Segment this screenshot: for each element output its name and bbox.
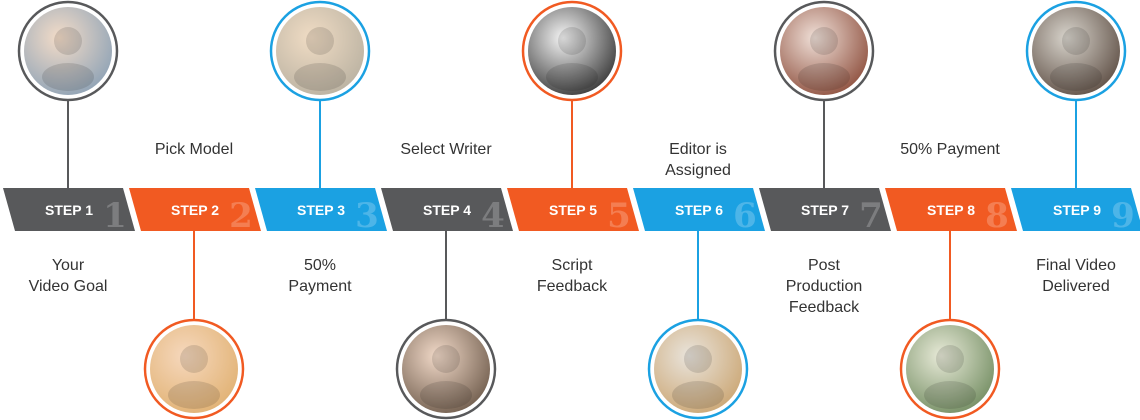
step-9-numeral: 9 (1111, 196, 1135, 236)
step-2-caption: Pick Model (109, 139, 279, 160)
step-8-caption: 50% Payment (865, 139, 1035, 160)
step-5-clapperboard-photo (521, 0, 623, 102)
step-4-label: STEP 4 (423, 202, 471, 218)
step-1-numeral: 1 (103, 196, 127, 236)
step-1-segment (3, 188, 135, 231)
step-6-label: STEP 6 (675, 202, 723, 218)
step-5-numeral: 5 (607, 196, 631, 236)
step-8-numeral: 8 (985, 196, 1009, 236)
step-5-label: STEP 5 (549, 202, 597, 218)
step-6-numeral: 6 (733, 196, 757, 236)
step-7-segment (759, 188, 891, 231)
step-7-numeral: 7 (859, 196, 883, 236)
step-1-caption-line: Video Goal (28, 278, 108, 295)
step-7-caption-line: Post (807, 257, 840, 274)
step-3-caption-line: 50% (303, 257, 337, 274)
step-8-caption-line: 50% Payment (900, 141, 1000, 158)
step-4-numeral: 4 (481, 196, 505, 236)
step-9-segment (1011, 188, 1140, 231)
step-3-caption: 50% Payment (235, 255, 405, 297)
step-3-numeral: 3 (355, 196, 379, 236)
step-4-woman-writer-photo (395, 318, 497, 420)
step-7-caption-line: Production (785, 278, 863, 295)
step-6-caption: Editor is Assigned (613, 139, 783, 181)
step-6-editor-photo (647, 318, 749, 420)
step-2-caption-line: Pick Model (154, 141, 234, 158)
step-2-woman-model-photo (143, 318, 245, 420)
step-1-caption: Your Video Goal (0, 255, 153, 297)
step-7-couple-photo (773, 0, 875, 102)
step-3-hand-money-photo (269, 0, 371, 102)
step-6-caption-line: Editor is (669, 141, 727, 158)
step-5-caption-line: Script (551, 257, 593, 274)
step-3-segment (255, 188, 387, 231)
step-7-caption-line: Feedback (788, 299, 860, 316)
step-7-caption: Post Production Feedback (739, 255, 909, 318)
step-5-segment (507, 188, 639, 231)
step-3-label: STEP 3 (297, 202, 345, 218)
step-5-caption: Script Feedback (487, 255, 657, 297)
step-6-segment (633, 188, 765, 231)
step-8-label: STEP 8 (927, 202, 975, 218)
step-1-caption-line: Your (51, 257, 85, 274)
step-1-man-portrait-photo (17, 0, 119, 102)
step-9-caption-line: Final Video (1036, 257, 1116, 274)
step-9-caption-line: Delivered (1042, 278, 1110, 295)
step-2-label: STEP 2 (171, 202, 219, 218)
step-5-caption-line: Feedback (536, 278, 608, 295)
step-4-caption-line: Select Writer (400, 141, 492, 158)
step-4-segment (381, 188, 513, 231)
step-1-label: STEP 1 (45, 202, 93, 218)
step-2-numeral: 2 (229, 196, 253, 236)
step-6-caption-line: Assigned (665, 162, 731, 179)
step-7-label: STEP 7 (801, 202, 849, 218)
step-9-caption: Final Video Delivered (991, 255, 1140, 297)
step-8-segment (885, 188, 1017, 231)
step-2-segment (129, 188, 261, 231)
step-3-caption-line: Payment (288, 278, 352, 295)
step-8-dollar-bills-photo (899, 318, 1001, 420)
step-9-family-tv-photo (1025, 0, 1127, 102)
step-9-label: STEP 9 (1053, 202, 1101, 218)
step-4-caption: Select Writer (361, 139, 531, 160)
